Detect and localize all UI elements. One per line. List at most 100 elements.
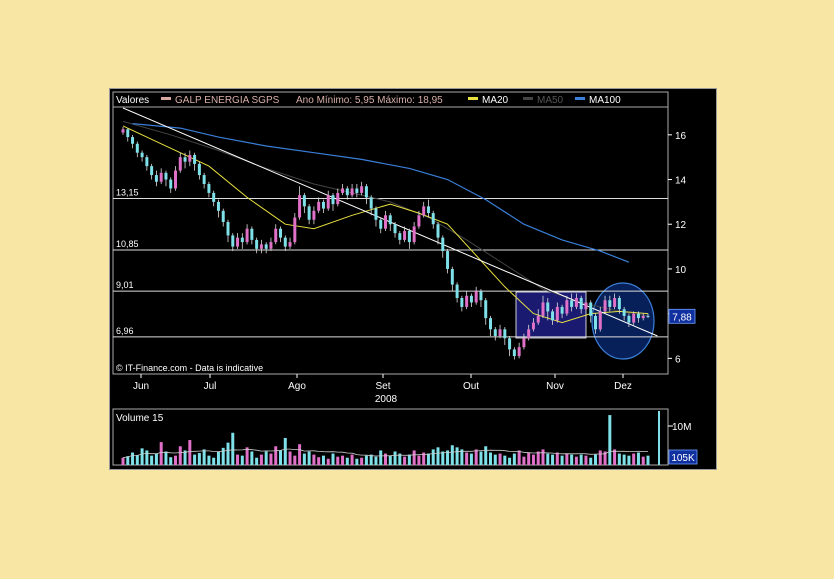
- candle-body: [283, 237, 287, 247]
- candle: [216, 199, 220, 218]
- volume-bar: [608, 415, 612, 465]
- candle: [479, 289, 483, 307]
- candle: [283, 235, 287, 252]
- candle: [369, 195, 373, 216]
- candle-body: [636, 313, 640, 319]
- volume-bar: [536, 451, 540, 465]
- x-axis: Jun Jul Ago Set Out Nov Dez: [133, 374, 632, 392]
- candle: [245, 224, 249, 245]
- candle: [169, 177, 173, 193]
- candle-body: [441, 237, 445, 252]
- candle: [197, 161, 201, 180]
- volume-bar: [207, 455, 211, 465]
- candle: [541, 295, 545, 319]
- candle: [522, 333, 526, 350]
- candle-body: [293, 217, 297, 243]
- candle: [374, 206, 378, 227]
- candle: [474, 286, 478, 305]
- candle: [503, 327, 507, 345]
- ma100-line: [132, 123, 630, 263]
- candle-body: [355, 188, 359, 193]
- volume-bar: [231, 432, 235, 465]
- ma100-swatch: [575, 97, 585, 100]
- candle-body: [489, 318, 492, 330]
- candle: [379, 217, 383, 234]
- candle-body: [627, 315, 631, 323]
- candle-body: [565, 300, 569, 314]
- candle-body: [174, 170, 177, 189]
- candle: [536, 309, 540, 325]
- candle: [388, 213, 392, 231]
- volume-bar: [469, 453, 473, 465]
- candle: [312, 206, 316, 225]
- volume-bar: [498, 453, 502, 465]
- chart-svg: Valores GALP ENERGIA SGPS Ano Mínimo: 5,…: [112, 91, 698, 466]
- candle-body: [455, 284, 459, 298]
- candle-body: [317, 201, 321, 211]
- candle-body: [274, 228, 278, 243]
- volume-bar: [288, 451, 292, 465]
- candle-body: [598, 311, 602, 330]
- volume-bar: [412, 450, 416, 465]
- volume-bar: [417, 455, 421, 465]
- x-tick-label: Jul: [204, 381, 217, 392]
- candle-body: [431, 213, 435, 225]
- candle: [465, 291, 469, 310]
- volume-bar: [627, 455, 631, 465]
- volume-bar: [121, 457, 125, 465]
- candle: [259, 239, 263, 254]
- candle: [150, 163, 154, 180]
- candle-body: [240, 237, 244, 243]
- candle: [627, 313, 631, 328]
- candle-body: [379, 219, 383, 229]
- candle-body: [169, 179, 173, 189]
- volume-bar: [613, 449, 617, 465]
- legend-ma100: MA100: [589, 95, 621, 106]
- volume-bar: [603, 451, 607, 465]
- candle-body: [493, 329, 497, 336]
- volume-bar: [264, 451, 268, 465]
- candle-body: [589, 302, 593, 316]
- candle-body: [269, 242, 273, 249]
- volume-bar: [594, 454, 597, 465]
- candle-body: [608, 300, 612, 307]
- candle-body: [312, 210, 316, 220]
- candle-body: [417, 215, 421, 227]
- candle: [594, 313, 597, 334]
- candle: [646, 313, 650, 319]
- candle: [336, 188, 340, 207]
- level-label: 10,85: [116, 239, 139, 249]
- volume-bar: [512, 453, 516, 465]
- ma20-swatch: [468, 97, 478, 100]
- candle: [279, 226, 282, 243]
- y-tick-label: 10: [675, 265, 687, 276]
- candle: [412, 222, 416, 245]
- candle: [226, 219, 230, 243]
- volume-bar: [312, 454, 316, 465]
- volume-bar: [274, 446, 278, 465]
- volume-bar: [150, 455, 154, 465]
- candle-body: [436, 224, 440, 238]
- candle: [441, 235, 445, 258]
- x-tick-label: Jun: [133, 381, 149, 392]
- volume-bar: [379, 450, 383, 465]
- volume-bar: [398, 453, 402, 465]
- volume-bar: [317, 457, 321, 465]
- candle-body: [236, 237, 240, 247]
- candle: [384, 210, 387, 231]
- volume-current-label: 105K: [671, 453, 695, 464]
- candle-body: [584, 302, 588, 310]
- volume-bar: [617, 453, 621, 465]
- y-tick-label: 16: [675, 131, 687, 142]
- volume-bar: [250, 451, 254, 465]
- volume-bar: [455, 447, 459, 465]
- candle: [436, 222, 440, 245]
- candle: [570, 293, 574, 312]
- candle-body: [641, 315, 645, 319]
- candle-body: [508, 338, 512, 350]
- candle: [512, 347, 516, 360]
- candle: [207, 181, 211, 198]
- volume-bar: [560, 455, 564, 465]
- candle-body: [594, 315, 597, 330]
- volume-bar: [364, 455, 368, 465]
